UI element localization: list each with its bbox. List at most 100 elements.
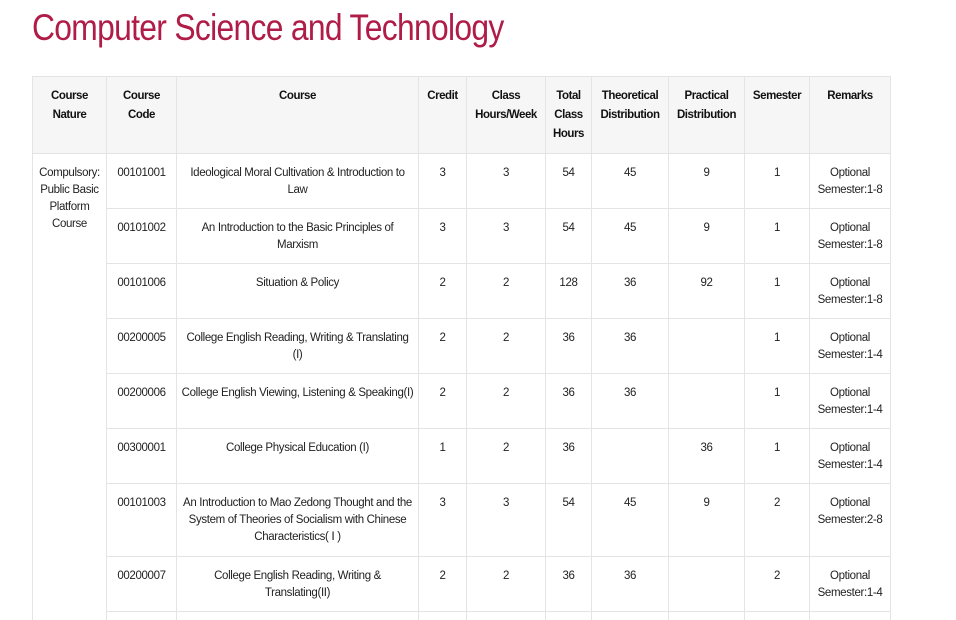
course-code-cell: 00300001 xyxy=(106,428,177,484)
remarks-cell: Optional Semester:1-4 xyxy=(809,428,891,484)
table-row: 00200006 College English Viewing, Listen… xyxy=(33,373,891,429)
course-code-cell: 00200007 xyxy=(106,556,177,612)
theoretical-cell xyxy=(591,428,669,484)
course-code-cell: 00200005 xyxy=(106,318,177,374)
table-row: 00101006 Situation & Policy 2 2 128 36 9… xyxy=(33,263,891,319)
credit-cell xyxy=(418,611,467,620)
theoretical-cell: 36 xyxy=(591,556,669,612)
practical-cell: 9 xyxy=(668,483,745,557)
hours-week-cell: 2 xyxy=(466,318,546,374)
hours-week-cell: 3 xyxy=(466,208,546,264)
course-name-cell: College Physical Education (I) xyxy=(176,428,419,484)
credit-cell: 3 xyxy=(418,208,467,264)
semester-cell: 1 xyxy=(744,318,810,374)
theoretical-cell: 45 xyxy=(591,483,669,557)
semester-cell: 1 xyxy=(744,373,810,429)
course-name-cell xyxy=(176,611,419,620)
practical-cell: 9 xyxy=(668,208,745,264)
hours-week-cell: 2 xyxy=(466,263,546,319)
theoretical-cell: 36 xyxy=(591,263,669,319)
hours-week-cell xyxy=(466,611,546,620)
theoretical-cell: 36 xyxy=(591,373,669,429)
curriculum-table: Course Nature Course Code Course Credit … xyxy=(32,76,891,620)
semester-cell: 1 xyxy=(744,153,810,209)
total-hours-cell: 128 xyxy=(545,263,592,319)
table-row: 00101003 An Introduction to Mao Zedong T… xyxy=(33,483,891,557)
theoretical-cell: 45 xyxy=(591,153,669,209)
course-code-cell: 00200006 xyxy=(106,373,177,429)
credit-cell: 1 xyxy=(418,428,467,484)
semester-cell: 1 xyxy=(744,263,810,319)
practical-cell xyxy=(668,556,745,612)
table-row: 00200005 College English Reading, Writin… xyxy=(33,318,891,374)
practical-cell xyxy=(668,611,745,620)
course-name-cell: College English Reading, Writing & Trans… xyxy=(176,556,419,612)
hours-week-cell: 3 xyxy=(466,483,546,557)
course-name-cell: An Introduction to the Basic Principles … xyxy=(176,208,419,264)
header-semester: Semester xyxy=(744,76,810,154)
course-code-cell: 00101006 xyxy=(106,263,177,319)
credit-cell: 3 xyxy=(418,483,467,557)
header-remarks: Remarks xyxy=(809,76,891,154)
remarks-cell: Optional Semester:1-8 xyxy=(809,153,891,209)
practical-cell: 36 xyxy=(668,428,745,484)
header-practical-distribution: Practical Distribution xyxy=(668,76,745,154)
total-hours-cell: 54 xyxy=(545,208,592,264)
header-course: Course xyxy=(176,76,419,154)
credit-cell: 2 xyxy=(418,373,467,429)
header-total-class-hours: Total Class Hours xyxy=(545,76,592,154)
course-name-cell: College English Reading, Writing & Trans… xyxy=(176,318,419,374)
semester-cell: 1 xyxy=(744,208,810,264)
practical-cell xyxy=(668,373,745,429)
remarks-cell: Optional Semester:2-8 xyxy=(809,483,891,557)
header-theoretical-distribution: Theoretical Distribution xyxy=(591,76,669,154)
header-credit: Credit xyxy=(418,76,467,154)
total-hours-cell: 54 xyxy=(545,483,592,557)
course-code-cell: 00101001 xyxy=(106,153,177,209)
credit-cell: 3 xyxy=(418,153,467,209)
credit-cell: 2 xyxy=(418,263,467,319)
semester-cell xyxy=(744,611,810,620)
semester-cell: 2 xyxy=(744,483,810,557)
remarks-cell: Optional Semester:1-4 xyxy=(809,556,891,612)
total-hours-cell: 36 xyxy=(545,318,592,374)
table-row: Compulsory: Public Basic Platform Course… xyxy=(32,153,891,620)
total-hours-cell: 36 xyxy=(545,556,592,612)
theoretical-cell: 45 xyxy=(591,208,669,264)
semester-cell: 2 xyxy=(744,556,810,612)
total-hours-cell: 36 xyxy=(545,373,592,429)
course-name-cell: College English Viewing, Listening & Spe… xyxy=(176,373,419,429)
practical-cell: 9 xyxy=(668,153,745,209)
credit-cell: 2 xyxy=(418,556,467,612)
total-hours-cell xyxy=(545,611,592,620)
hours-week-cell: 3 xyxy=(466,153,546,209)
total-hours-cell: 54 xyxy=(545,153,592,209)
course-code-cell: 00101003 xyxy=(106,483,177,557)
course-nature-cell: Compulsory: Public Basic Platform Course xyxy=(32,153,107,620)
practical-cell: 92 xyxy=(668,263,745,319)
table-row: 00300001 College Physical Education (I) … xyxy=(33,428,891,484)
credit-cell: 2 xyxy=(418,318,467,374)
practical-cell xyxy=(668,318,745,374)
remarks-cell: Optional Semester:1-4 xyxy=(809,318,891,374)
table-header-row: Course Nature Course Code Course Credit … xyxy=(32,76,891,154)
semester-cell: 1 xyxy=(744,428,810,484)
theoretical-cell: 36 xyxy=(591,318,669,374)
theoretical-cell xyxy=(591,611,669,620)
curriculum-table-container: Course Nature Course Code Course Credit … xyxy=(32,76,891,620)
remarks-cell: Optional Semester:1-4 xyxy=(809,373,891,429)
hours-week-cell: 2 xyxy=(466,373,546,429)
total-hours-cell: 36 xyxy=(545,428,592,484)
course-code-cell xyxy=(106,611,177,620)
table-row: 00101002 An Introduction to the Basic Pr… xyxy=(33,208,891,264)
table-row: 00200007 College English Reading, Writin… xyxy=(33,556,891,612)
header-class-hours-week: Class Hours/Week xyxy=(466,76,546,154)
page-title: Computer Science and Technology xyxy=(32,7,504,48)
course-name-cell: Situation & Policy xyxy=(176,263,419,319)
table-row xyxy=(33,611,891,620)
header-course-code: Course Code xyxy=(106,76,177,154)
course-code-cell: 00101002 xyxy=(106,208,177,264)
remarks-cell: Optional Semester:1-8 xyxy=(809,208,891,264)
course-name-cell: Ideological Moral Cultivation & Introduc… xyxy=(176,153,419,209)
hours-week-cell: 2 xyxy=(466,428,546,484)
